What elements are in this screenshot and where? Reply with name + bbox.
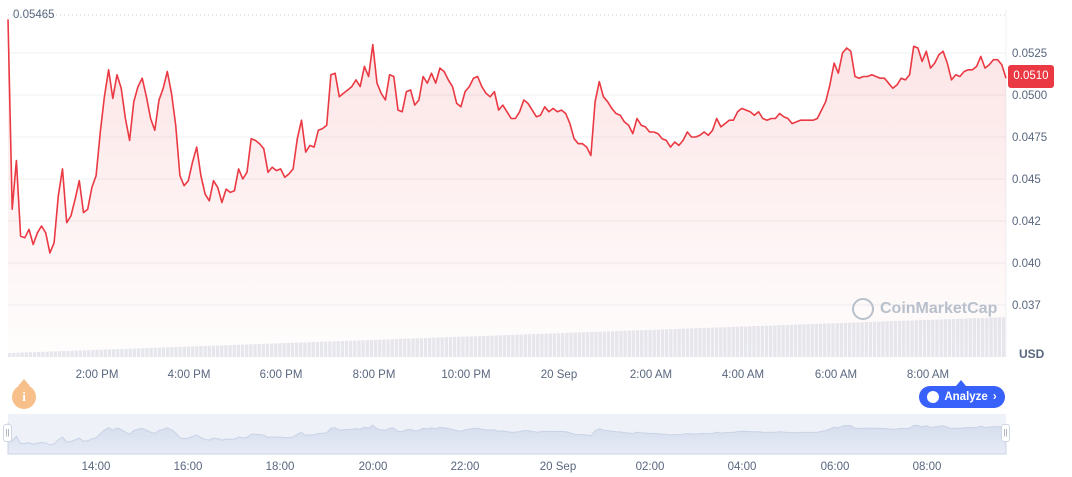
navigator-tick-label: 02:00 bbox=[636, 461, 665, 473]
navigator-series bbox=[7, 422, 1007, 455]
chevron-right-icon: › bbox=[992, 391, 997, 403]
watermark-text: CoinMarketCap bbox=[880, 300, 998, 317]
y-tick-label: 0.045 bbox=[1012, 174, 1041, 186]
x-tick-label: 10:00 PM bbox=[441, 369, 490, 381]
currency-label: USD bbox=[1019, 347, 1045, 361]
navigator-tick-label: 16:00 bbox=[174, 461, 203, 473]
y-tick-label: 0.040 bbox=[1012, 258, 1041, 270]
price-area bbox=[8, 19, 1006, 358]
navigator-tick-label: 14:00 bbox=[82, 461, 111, 473]
y-tick-label: 0.0475 bbox=[1012, 132, 1047, 144]
analyze-pointer bbox=[956, 380, 966, 386]
navigator-tick-label: 22:00 bbox=[451, 461, 480, 473]
watermark: CoinMarketCap bbox=[852, 298, 997, 320]
x-tick-label: 8:00 AM bbox=[907, 369, 949, 381]
analyze-label: Analyze bbox=[944, 391, 988, 403]
navigator-tick-label: 18:00 bbox=[266, 461, 295, 473]
x-tick-label: 4:00 AM bbox=[722, 369, 764, 381]
y-tick-label: 0.042 bbox=[1012, 216, 1041, 228]
x-axis: 2:00 PM 4:00 PM 6:00 PM 8:00 PM 10:00 PM 20 S… bbox=[76, 369, 950, 381]
navigator-tick-label: 08:00 bbox=[913, 461, 942, 473]
range-navigator[interactable] bbox=[7, 414, 1007, 455]
x-tick-label: 2:00 AM bbox=[630, 369, 672, 381]
navigator-left-handle[interactable]: || bbox=[3, 424, 12, 442]
navigator-tick-label: 04:00 bbox=[728, 461, 757, 473]
max-price-label: 0.05465 bbox=[13, 9, 55, 21]
y-tick-label: 0.0525 bbox=[1012, 48, 1047, 60]
x-tick-label: 20 Sep bbox=[541, 369, 577, 381]
navigator-tick-label: 06:00 bbox=[821, 461, 850, 473]
navigator-right-handle[interactable]: || bbox=[1001, 424, 1010, 442]
navigator-tick-label: 20:00 bbox=[359, 461, 388, 473]
price-line bbox=[7, 19, 1007, 254]
analyze-icon bbox=[927, 391, 940, 403]
navigator-tick-label: 20 Sep bbox=[540, 461, 576, 473]
x-tick-label: 6:00 AM bbox=[815, 369, 857, 381]
y-tick-label: 0.0500 bbox=[1012, 90, 1047, 102]
info-pointer bbox=[18, 379, 30, 386]
current-price-badge: 0.0510 bbox=[1008, 65, 1054, 88]
info-button[interactable]: i bbox=[12, 385, 36, 409]
x-tick-label: 8:00 PM bbox=[353, 369, 396, 381]
y-tick-label: 0.037 bbox=[1012, 300, 1041, 312]
navigator-axis: 14:00 16:00 18:00 20:00 22:00 20 Sep 02:00 04:0… bbox=[82, 461, 942, 473]
x-tick-label: 4:00 PM bbox=[168, 369, 211, 381]
analyze-button[interactable]: Analyze › bbox=[919, 386, 1005, 408]
coinmarketcap-logo-icon bbox=[852, 298, 874, 320]
x-tick-label: 6:00 PM bbox=[260, 369, 303, 381]
x-tick-label: 2:00 PM bbox=[76, 369, 119, 381]
y-axis: 0.0525 0.0500 0.0475 0.045 0.042 0.040 0.037 bbox=[1012, 48, 1047, 312]
